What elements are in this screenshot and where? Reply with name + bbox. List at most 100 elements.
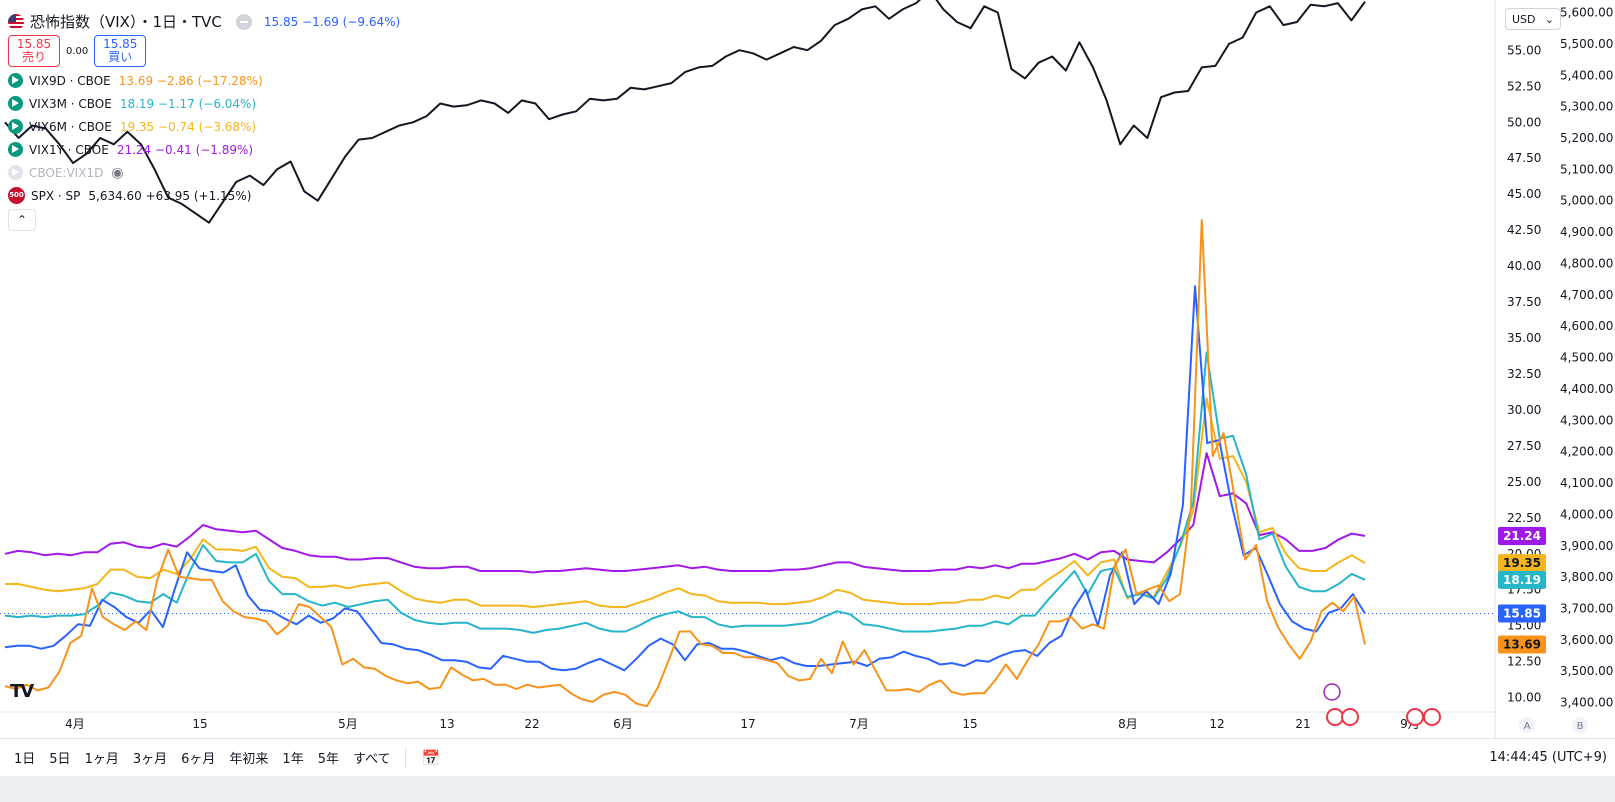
range-button[interactable]: 1ヶ月 xyxy=(84,752,119,767)
series-value: 18.19 −1.17 (−6.04%) xyxy=(119,96,257,111)
collapse-series-icon[interactable] xyxy=(235,13,252,30)
legend-row-vix1d[interactable]: CBOE:VIX1D ◉ xyxy=(8,161,400,184)
last-price: 15.85 xyxy=(263,14,299,29)
scale-badge-label: A xyxy=(1524,721,1531,732)
left-axis-tick-label: 42.50 xyxy=(1507,223,1541,237)
collapse-legend-button[interactable]: ⌃ xyxy=(8,209,36,231)
range-button[interactable]: 5日 xyxy=(49,752,71,767)
right-axis-tick-label: 4,500.00 xyxy=(1560,351,1613,365)
scale-badge-a[interactable] xyxy=(1519,717,1535,733)
last-value-label: 19.35 xyxy=(1503,556,1541,570)
right-axis-tick-label: 3,600.00 xyxy=(1560,633,1613,647)
left-axis-tick-label: 37.50 xyxy=(1507,295,1541,309)
last-value-label: 21.24 xyxy=(1503,529,1541,543)
right-axis-tick-label: 3,400.00 xyxy=(1560,696,1613,710)
sell-price: 15.85 xyxy=(16,37,52,51)
left-axis-tick-label: 10.00 xyxy=(1507,691,1541,705)
chevron-up-icon: ⌃ xyxy=(16,213,28,227)
economic-event-icon[interactable] xyxy=(1341,708,1359,726)
left-axis-tick-label: 22.50 xyxy=(1507,511,1541,525)
hidden-series-icon xyxy=(8,165,23,180)
scale-badge-label: B xyxy=(1577,721,1584,732)
left-axis-tick-label: 50.00 xyxy=(1507,115,1541,129)
range-button[interactable]: 年初来 xyxy=(229,752,269,767)
economic-event-icon[interactable] xyxy=(1423,708,1441,726)
range-button[interactable]: すべて xyxy=(352,752,391,767)
range-button[interactable]: 6ヶ月 xyxy=(181,752,216,767)
x-axis-tick-label: 22 xyxy=(524,717,539,731)
range-button[interactable]: 1日 xyxy=(14,752,36,767)
economic-event-icon[interactable] xyxy=(1406,708,1424,726)
left-axis-tick-label: 30.00 xyxy=(1507,403,1541,417)
legend-row-3[interactable]: VIX1Y · CBOE 21.24 −0.41 (−1.89%) xyxy=(8,138,400,161)
legend-row-spx[interactable]: 500 SPX · SP 5,634.60 +63.95 (+1.15%) xyxy=(8,184,400,207)
range-button[interactable]: 1年 xyxy=(282,752,304,767)
last-value-label-bg xyxy=(1498,570,1546,589)
x-axis-tick-label: 5月 xyxy=(338,717,358,731)
scale-badge-b[interactable] xyxy=(1572,717,1588,733)
left-axis-tick-label: 27.50 xyxy=(1507,439,1541,453)
eye-hidden-icon[interactable]: ◉ xyxy=(111,164,124,181)
series-name: VIX9D · CBOE xyxy=(29,73,111,88)
bottom-toolbar: 1日 5日 1ヶ月 3ヶ月 6ヶ月 年初来 1年 5年 すべて 📅 14:44:45 (UTC+… xyxy=(0,738,1615,776)
currency-select[interactable]: USD ⌄ xyxy=(1505,8,1561,30)
main-symbol-row: 恐怖指数（VIX）・1日・TVC 15.85 −1.69 (−9.64%) xyxy=(8,10,400,33)
last-value-label: 15.85 xyxy=(1503,606,1541,620)
right-axis-tick-label: 4,800.00 xyxy=(1560,256,1613,270)
currency-label: USD xyxy=(1512,13,1536,26)
series-line-vix6m xyxy=(5,397,1366,608)
sell-button[interactable]: 15.85 売り xyxy=(8,35,60,67)
trade-buttons-row: 15.85 売り 0.00 15.85 買い xyxy=(8,33,400,69)
left-axis-tick-label: 52.50 xyxy=(1507,79,1541,93)
series-line-vix1y xyxy=(4,452,1366,574)
right-axis-tick-label: 5,000.00 xyxy=(1560,194,1613,208)
left-axis-tick-label: 35.00 xyxy=(1507,331,1541,345)
right-axis-tick-label: 3,900.00 xyxy=(1560,539,1613,553)
series-play-icon xyxy=(8,73,23,88)
last-value-label-bg xyxy=(1498,635,1546,654)
buy-button[interactable]: 15.85 買い xyxy=(94,35,147,67)
last-value-label: 18.19 xyxy=(1503,573,1541,587)
range-button[interactable]: 5年 xyxy=(317,752,339,767)
range-button[interactable]: 3ヶ月 xyxy=(132,752,168,767)
x-axis-tick-label: 21 xyxy=(1295,717,1310,731)
buy-price: 15.85 xyxy=(103,37,138,51)
spread-value: 0.00 xyxy=(66,45,89,57)
series-value: 21.24 −0.41 (−1.89%) xyxy=(116,142,254,157)
series-name: VIX1Y · CBOE xyxy=(29,142,109,157)
legend-row-2[interactable]: VIX6M · CBOE 19.35 −0.74 (−3.68%) xyxy=(8,115,400,138)
right-axis-tick-label: 5,500.00 xyxy=(1560,37,1613,51)
symbol-title[interactable]: 恐怖指数（VIX）・1日・TVC xyxy=(30,13,222,31)
series-value: 13.69 −2.86 (−17.28%) xyxy=(118,73,263,88)
hidden-series-name: CBOE:VIX1D xyxy=(29,165,104,180)
right-axis-tick-label: 5,400.00 xyxy=(1560,68,1613,82)
series-play-icon xyxy=(8,142,23,157)
flash-event-icon[interactable] xyxy=(1323,683,1341,701)
right-axis-tick-label: 5,100.00 xyxy=(1560,162,1613,176)
left-axis-tick-label: 55.00 xyxy=(1507,43,1541,57)
right-axis-tick-label: 4,300.00 xyxy=(1560,413,1613,427)
x-axis-tick-label: 4月 xyxy=(65,717,85,731)
economic-event-icon[interactable] xyxy=(1326,708,1344,726)
x-axis-tick-label: 17 xyxy=(740,717,755,731)
series-play-icon xyxy=(8,119,23,134)
right-axis-tick-label: 5,200.00 xyxy=(1560,131,1613,145)
right-axis-tick-label: 4,000.00 xyxy=(1560,507,1613,521)
left-axis-tick-label: 25.00 xyxy=(1507,475,1541,489)
spx-name: SPX · SP xyxy=(31,188,81,203)
right-axis-tick-label: 3,500.00 xyxy=(1560,664,1613,678)
chevron-down-icon: ⌄ xyxy=(1544,13,1554,26)
x-axis-tick-label: 12 xyxy=(1209,717,1224,731)
right-axis-tick-label: 4,100.00 xyxy=(1560,476,1613,490)
sell-label: 売り xyxy=(21,50,46,64)
x-axis-tick-label: 15 xyxy=(962,717,977,731)
clock[interactable]: 14:44:45 (UTC+9) xyxy=(1489,750,1607,765)
legend-row-1[interactable]: VIX3M · CBOE 18.19 −1.17 (−6.04%) xyxy=(8,92,400,115)
legend-row-0[interactable]: VIX9D · CBOE 13.69 −2.86 (−17.28%) xyxy=(8,69,400,92)
series-line-vix9d xyxy=(4,219,1366,708)
left-axis-tick-label: 45.00 xyxy=(1507,187,1541,201)
bottom-strip xyxy=(0,776,1615,802)
last-value-label-bg xyxy=(1498,604,1546,623)
calendar-goto-icon[interactable]: 📅 xyxy=(421,748,441,767)
